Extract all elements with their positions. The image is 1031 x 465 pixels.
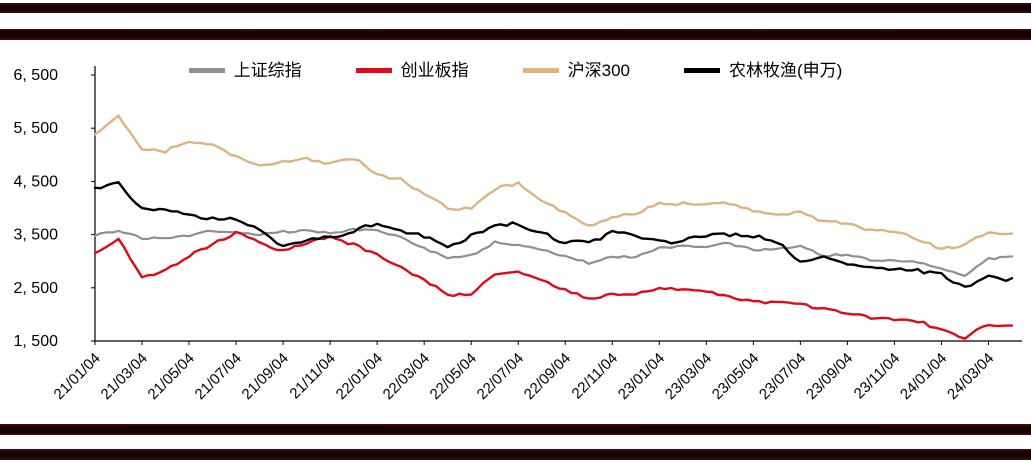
- x-tick-label: 22/01/04: [333, 350, 386, 403]
- bottom-border-stripe-2: [0, 449, 1031, 460]
- legend-label: 沪深300: [567, 61, 631, 80]
- legend-marker-csi-300: [522, 68, 559, 73]
- series-line-chinext: [93, 230, 1014, 340]
- series-line-csi-300: [93, 114, 1014, 251]
- series-line-agriculture-sw: [93, 180, 1014, 288]
- x-tick-label: 23/05/04: [709, 350, 762, 403]
- legend-marker-chinext: [355, 68, 392, 73]
- x-tick-label: 22/07/04: [474, 350, 527, 403]
- legend-label: 创业板指: [400, 61, 469, 80]
- y-tick-label: 3, 500: [14, 227, 59, 244]
- x-tick-label: 21/07/04: [192, 350, 245, 403]
- legend-item-sse-composite: 上证综指: [188, 61, 302, 80]
- x-tick-label: 21/09/04: [239, 350, 292, 403]
- legend-item-chinext: 创业板指: [355, 61, 469, 80]
- x-tick-label: 23/03/04: [662, 350, 715, 403]
- series-line-sse-composite: [93, 227, 1014, 277]
- x-tick-label: 23/11/04: [851, 350, 904, 403]
- x-tick-label: 21/03/04: [98, 350, 151, 403]
- x-tick-label: 23/07/04: [756, 350, 809, 403]
- y-tick-label: 5, 500: [14, 120, 59, 137]
- y-tick-label: 1, 500: [14, 333, 59, 350]
- legend-label: 上证综指: [233, 61, 302, 80]
- x-tick-label: 24/03/04: [944, 350, 997, 403]
- x-tick-label: 22/09/04: [521, 350, 574, 403]
- x-tick-label: 21/11/04: [286, 350, 339, 403]
- legend-item-csi-300: 沪深300: [522, 61, 631, 80]
- top-border-stripe-2: [0, 29, 1031, 40]
- bottom-border-stripe-1: [0, 424, 1031, 435]
- x-tick-label: 23/09/04: [803, 350, 856, 403]
- legend-label: 农林牧渔(申万): [729, 61, 843, 80]
- x-tick-label: 22/03/04: [380, 350, 433, 403]
- x-tick-label: 23/01/04: [615, 350, 668, 403]
- x-tick-label: 22/05/04: [427, 350, 480, 403]
- x-tick-label: 21/01/04: [51, 350, 104, 403]
- y-tick-label: 4, 500: [14, 173, 59, 190]
- chart-legend: 上证综指 创业板指 沪深300 农林牧渔(申万): [0, 62, 1031, 79]
- x-tick-label: 22/11/04: [569, 350, 622, 403]
- legend-item-agriculture-sw: 农林牧渔(申万): [684, 62, 842, 79]
- top-border-stripe-1: [0, 3, 1031, 13]
- legend-marker-sse-composite: [188, 68, 225, 73]
- legend-marker-agriculture-sw: [684, 68, 721, 73]
- x-tick-label: 21/05/04: [145, 350, 198, 403]
- y-tick-label: 2, 500: [14, 280, 59, 297]
- x-tick-label: 24/01/04: [897, 350, 950, 403]
